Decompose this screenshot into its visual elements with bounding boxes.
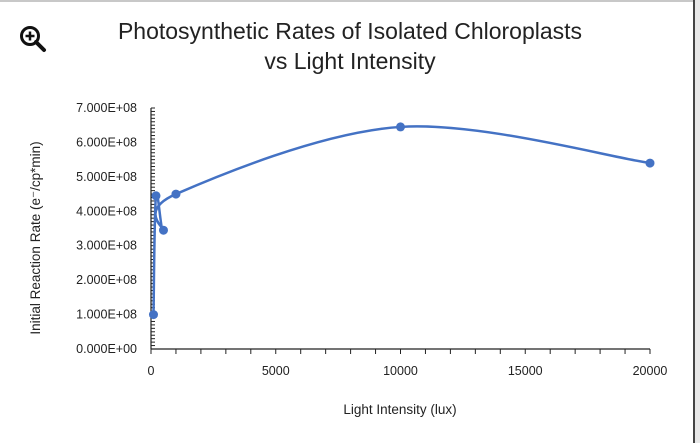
data-point — [396, 122, 405, 132]
zoom-in-icon[interactable] — [18, 24, 48, 54]
chart-title-line2: vs Light Intensity — [264, 48, 436, 74]
y-tick-label: 6.000E+08 — [76, 135, 137, 149]
x-axis-label: Light Intensity (lux) — [343, 402, 456, 417]
data-point — [171, 189, 181, 199]
y-tick-label: 5.000E+08 — [76, 170, 137, 184]
data-point — [645, 158, 655, 168]
chart-title-line1: Photosynthetic Rates of Isolated Chlorop… — [117, 18, 583, 44]
y-tick-label: 2.000E+08 — [76, 273, 137, 287]
series-line — [152, 125, 651, 315]
y-tick-label: 1.000E+08 — [76, 308, 137, 322]
y-tick-label: 4.000E+08 — [76, 204, 137, 218]
x-tick-label: 5000 — [262, 364, 290, 378]
y-axis-label: Initial Reaction Rate (e⁻/cp*min) — [28, 141, 43, 334]
x-tick-label: 15000 — [508, 364, 543, 378]
x-tick-label: 10000 — [383, 364, 418, 378]
y-tick-label: 7.000E+08 — [76, 101, 137, 115]
data-point — [158, 225, 168, 235]
x-tick-label: 20000 — [633, 364, 668, 378]
x-tick-label: 0 — [148, 364, 155, 378]
y-tick-label: 3.000E+08 — [76, 239, 137, 253]
window-edge — [693, 0, 700, 443]
data-point — [148, 310, 158, 320]
chart-title: Photosynthetic Rates of Isolated Chlorop… — [70, 16, 630, 76]
data-point — [151, 191, 161, 201]
y-tick-label: 0.000E+00 — [76, 342, 137, 356]
